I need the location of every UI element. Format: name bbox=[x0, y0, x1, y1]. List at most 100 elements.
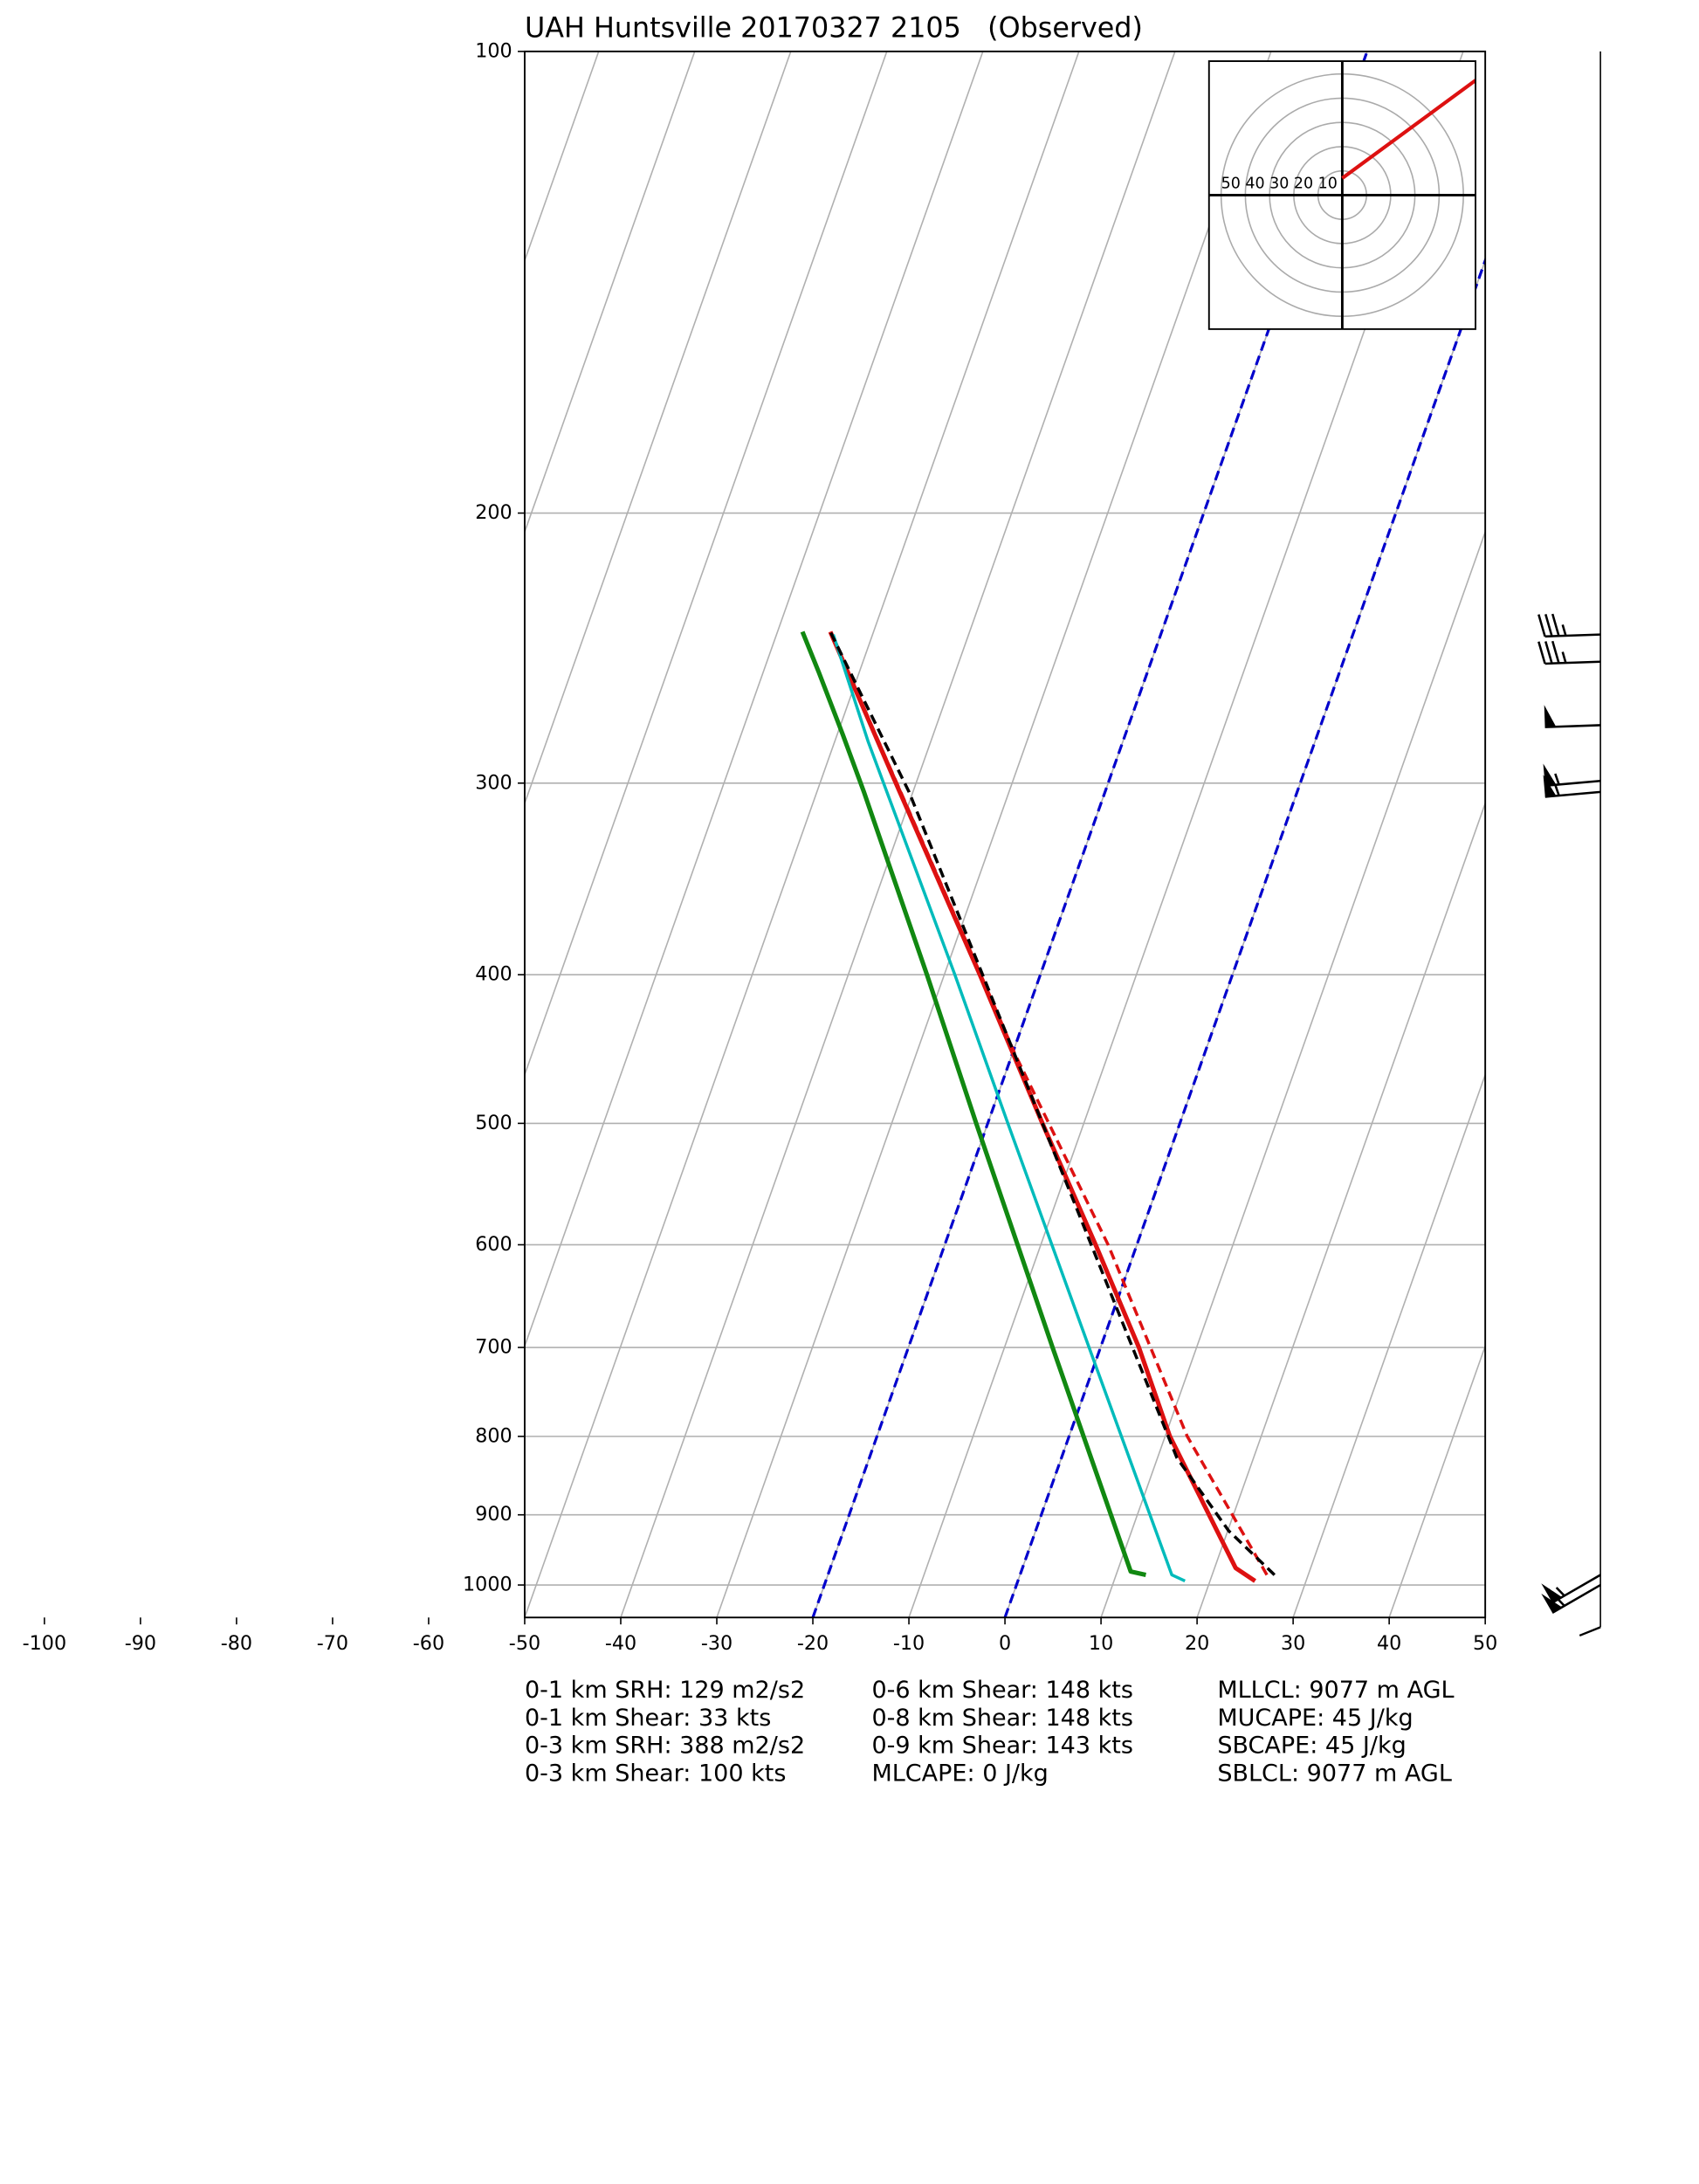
isotherm bbox=[716, 51, 1272, 1618]
isotherm bbox=[524, 51, 984, 1348]
isotherm bbox=[1484, 1615, 1486, 1618]
x-tick-label: -70 bbox=[317, 1632, 348, 1655]
x-tick-label: -10 bbox=[893, 1632, 925, 1655]
isotherm bbox=[1100, 529, 1486, 1618]
x-tick-label: -80 bbox=[221, 1632, 252, 1655]
hodograph-trace bbox=[1341, 78, 1476, 180]
x-tick-label: 10 bbox=[1089, 1632, 1113, 1655]
barb-half-feather bbox=[1554, 773, 1560, 785]
stat-text: MUCAPE: 45 J/kg bbox=[1217, 1705, 1413, 1732]
y-tick-label: 900 bbox=[475, 1503, 512, 1526]
profile-line bbox=[828, 630, 1256, 1583]
x-tick-label: -60 bbox=[413, 1632, 444, 1655]
x-tick-label: 30 bbox=[1281, 1632, 1305, 1655]
stat-text: 0-3 km Shear: 100 kts bbox=[525, 1760, 787, 1787]
barb-shaft bbox=[1544, 790, 1601, 798]
wind-barb bbox=[1543, 763, 1601, 788]
hodograph-ring-label: 10 bbox=[1318, 176, 1338, 193]
hodograph-ring-label: 20 bbox=[1294, 176, 1313, 193]
isotherm bbox=[524, 51, 888, 1078]
hodograph-frame bbox=[1207, 60, 1476, 330]
x-tick-label: 40 bbox=[1377, 1632, 1401, 1655]
barb-shaft bbox=[1551, 1574, 1601, 1604]
profile-line bbox=[829, 630, 1276, 1576]
stat-text: 0-1 km Shear: 33 kts bbox=[525, 1705, 771, 1732]
x-tick-label: -40 bbox=[605, 1632, 636, 1655]
plot-frame bbox=[524, 50, 1487, 1619]
stat-text: MLLCL: 9077 m AGL bbox=[1217, 1677, 1454, 1704]
barb-half-feather bbox=[1561, 651, 1567, 664]
y-tick-label: 800 bbox=[475, 1424, 512, 1447]
hodograph-ring-label: 30 bbox=[1269, 176, 1289, 193]
barb-feather bbox=[1551, 640, 1560, 664]
y-tick-label: 300 bbox=[475, 771, 512, 794]
y-tick-label: 600 bbox=[475, 1233, 512, 1256]
barb-half-feather bbox=[1554, 784, 1560, 796]
wind-barb bbox=[1541, 1583, 1601, 1614]
isotherm bbox=[1196, 801, 1486, 1618]
y-tick-label: 400 bbox=[475, 963, 512, 986]
barb-flag bbox=[1541, 1593, 1563, 1613]
isotherm bbox=[524, 51, 600, 263]
isotherm bbox=[524, 51, 792, 806]
wind-barb bbox=[1541, 1574, 1601, 1604]
x-tick-label: 20 bbox=[1185, 1632, 1209, 1655]
stat-text: 0-8 km Shear: 148 kts bbox=[871, 1705, 1132, 1732]
barb-feather bbox=[1544, 613, 1553, 637]
plot-area bbox=[524, 51, 1486, 1618]
isotherm bbox=[524, 51, 696, 534]
wind-barb bbox=[1537, 640, 1601, 665]
wind-barb bbox=[1537, 613, 1601, 638]
barb-staff-foot bbox=[1579, 1626, 1601, 1637]
special-isotherm bbox=[811, 51, 1369, 1618]
x-tick-label: -20 bbox=[797, 1632, 829, 1655]
wind-barbs bbox=[1537, 613, 1601, 1614]
profile-line bbox=[831, 634, 1187, 1583]
barb-flag bbox=[1543, 775, 1557, 797]
chart-title: UAH Huntsville 20170327 2105 (Observed) bbox=[525, 11, 1143, 44]
y-tick-label: 100 bbox=[475, 39, 512, 62]
barb-feather bbox=[1537, 641, 1546, 665]
isotherm bbox=[524, 51, 1080, 1618]
x-tick-label: 50 bbox=[1473, 1632, 1497, 1655]
barb-feather bbox=[1537, 614, 1546, 637]
profile-line bbox=[829, 630, 1269, 1576]
y-tick-label: 700 bbox=[475, 1336, 512, 1359]
isotherm bbox=[1388, 1344, 1486, 1618]
barb-feather bbox=[1544, 641, 1553, 665]
x-tick-label: -100 bbox=[23, 1632, 67, 1655]
x-tick-label: -50 bbox=[509, 1632, 540, 1655]
y-tick-label: 500 bbox=[475, 1112, 512, 1134]
barb-shaft bbox=[1544, 660, 1601, 665]
profile-line bbox=[800, 630, 1146, 1577]
stat-text: 0-9 km Shear: 143 kts bbox=[871, 1733, 1132, 1760]
barb-half-feather bbox=[1561, 624, 1567, 637]
barb-shaft bbox=[1544, 633, 1601, 638]
stat-text: SBLCL: 9077 m AGL bbox=[1217, 1760, 1452, 1787]
isotherm bbox=[1292, 1072, 1486, 1618]
barb-half-feather bbox=[1555, 1587, 1565, 1597]
wind-barb bbox=[1543, 775, 1601, 798]
hodograph-ring-label: 50 bbox=[1221, 176, 1241, 193]
hodograph-ring-label: 40 bbox=[1245, 176, 1264, 193]
stat-text: SBCAPE: 45 J/kg bbox=[1217, 1733, 1406, 1760]
x-tick-label: -90 bbox=[125, 1632, 156, 1655]
y-tick-label: 200 bbox=[475, 501, 512, 524]
stat-text: 0-6 km Shear: 148 kts bbox=[871, 1677, 1132, 1704]
barb-feather bbox=[1551, 613, 1560, 637]
wind-barb bbox=[1544, 705, 1601, 728]
barb-shaft bbox=[1544, 779, 1601, 788]
stat-text: 0-3 km SRH: 388 m2/s2 bbox=[525, 1733, 805, 1760]
x-tick-label: -30 bbox=[701, 1632, 733, 1655]
special-isotherm bbox=[1003, 256, 1486, 1618]
x-tick-label: 0 bbox=[999, 1632, 1011, 1655]
barb-flag bbox=[1544, 705, 1557, 727]
stat-text: MLCAPE: 0 J/kg bbox=[871, 1760, 1048, 1787]
y-tick-label: 1000 bbox=[463, 1574, 512, 1596]
stats: 0-1 km SRH: 129 m2/s20-1 km Shear: 33 kt… bbox=[525, 1677, 1455, 1787]
barb-feather bbox=[1547, 1588, 1565, 1607]
